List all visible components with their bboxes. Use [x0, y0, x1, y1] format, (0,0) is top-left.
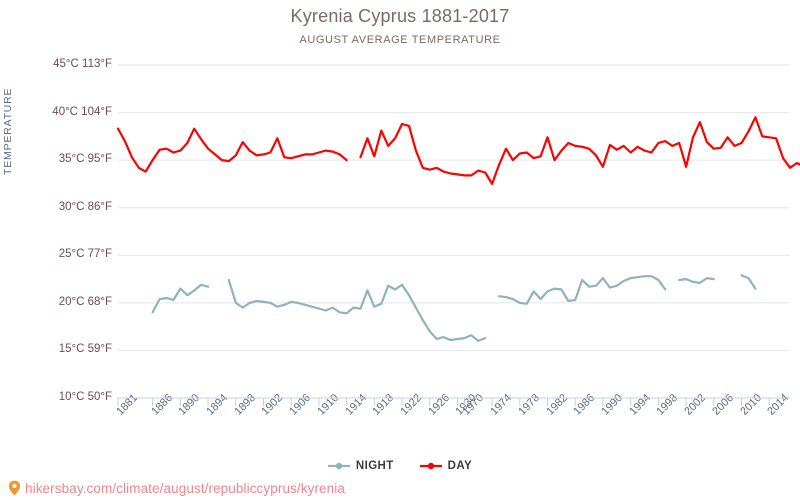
chart-subtitle: AUGUST AVERAGE TEMPERATURE [299, 34, 501, 46]
y-axis-tick-labels: 45°C 113°F 40°C 104°F 35°C 95°F 30°C 86°F 25… [0, 0, 112, 420]
footer-source[interactable]: hikersbay.com/climate/august/republiccyp… [8, 480, 345, 496]
legend-item-day[interactable]: DAY [419, 460, 473, 472]
chart-legend: NIGHT DAY [0, 460, 800, 472]
chart-title: Kyrenia Cyprus 1881-2017 [290, 6, 510, 26]
footer-url-text: hikersbay.com/climate/august/republiccyp… [25, 480, 345, 496]
y-axis-tick-label: 25°C 77°F [58, 248, 112, 261]
map-pin-icon [8, 480, 21, 496]
y-axis-tick-label: 30°C 86°F [58, 200, 112, 213]
legend-label: NIGHT [355, 460, 394, 472]
legend-label: DAY [447, 460, 473, 472]
y-axis-tick-label: 40°C 104°F [52, 105, 112, 118]
y-axis-tick-label: 35°C 95°F [58, 153, 112, 166]
y-axis-tick-label: 45°C 113°F [53, 58, 112, 70]
legend-marker-icon [419, 462, 442, 470]
legend-marker-icon [327, 462, 350, 470]
y-axis-tick-label: 10°C 50°F [58, 391, 112, 403]
legend-item-night[interactable]: NIGHT [327, 460, 394, 472]
y-axis-tick-label: 15°C 59°F [58, 343, 112, 356]
y-axis-tick-label: 20°C 68°F [58, 295, 112, 308]
